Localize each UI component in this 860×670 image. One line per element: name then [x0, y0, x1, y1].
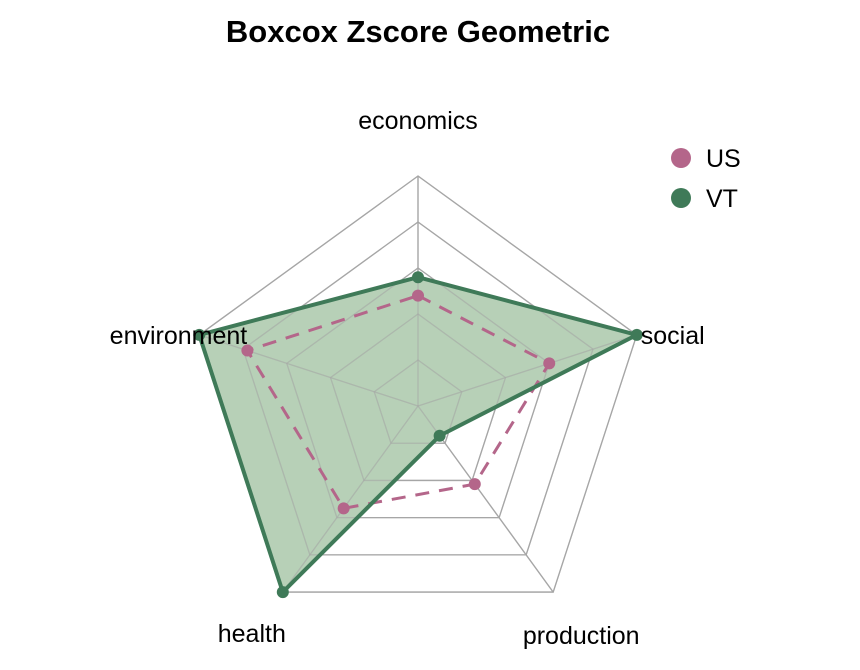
data-point-us-health	[337, 502, 350, 515]
data-point-us-environment	[241, 344, 254, 357]
data-point-vt-economics	[412, 271, 424, 284]
series-fill-layer	[198, 175, 638, 593]
chart-title: Boxcox Zscore Geometric	[226, 14, 610, 49]
series-point-layer	[193, 271, 643, 599]
legend-label-us: US	[706, 145, 741, 173]
axis-label-health: health	[218, 620, 286, 648]
series-line-us	[245, 294, 551, 510]
axis-label-layer: economics social production health environme…	[110, 107, 705, 650]
grid-spoke-overlay	[199, 334, 419, 407]
data-point-us-production	[468, 478, 481, 491]
grid-ring-overlay	[242, 221, 594, 556]
grid-ring-overlay	[373, 359, 463, 444]
series-line-vt	[197, 275, 639, 595]
data-point-us-economics	[412, 289, 424, 302]
data-point-vt-production	[433, 429, 446, 442]
axis-label-social: social	[641, 322, 705, 350]
series-line-layer	[197, 275, 639, 595]
grid-spoke-overlay	[282, 405, 419, 593]
grid-ring-overlay	[198, 175, 638, 593]
axis-label-economics: economics	[358, 107, 478, 135]
series-area-vt	[199, 277, 637, 593]
axis-label-production: production	[523, 622, 640, 650]
grid-ring-overlay	[285, 267, 551, 519]
data-point-vt-health	[276, 586, 289, 599]
legend: US VT	[671, 145, 741, 213]
axis-label-environment: environment	[110, 322, 248, 350]
data-point-vt-environment	[193, 328, 206, 341]
legend-marker-vt	[671, 188, 691, 208]
data-point-vt-social	[630, 328, 643, 341]
legend-label-vt: VT	[706, 185, 738, 213]
grid-spoke-overlay	[417, 334, 637, 407]
grid-ring-overlay	[329, 313, 507, 482]
data-point-us-social	[543, 357, 556, 370]
legend-marker-us	[671, 148, 691, 168]
